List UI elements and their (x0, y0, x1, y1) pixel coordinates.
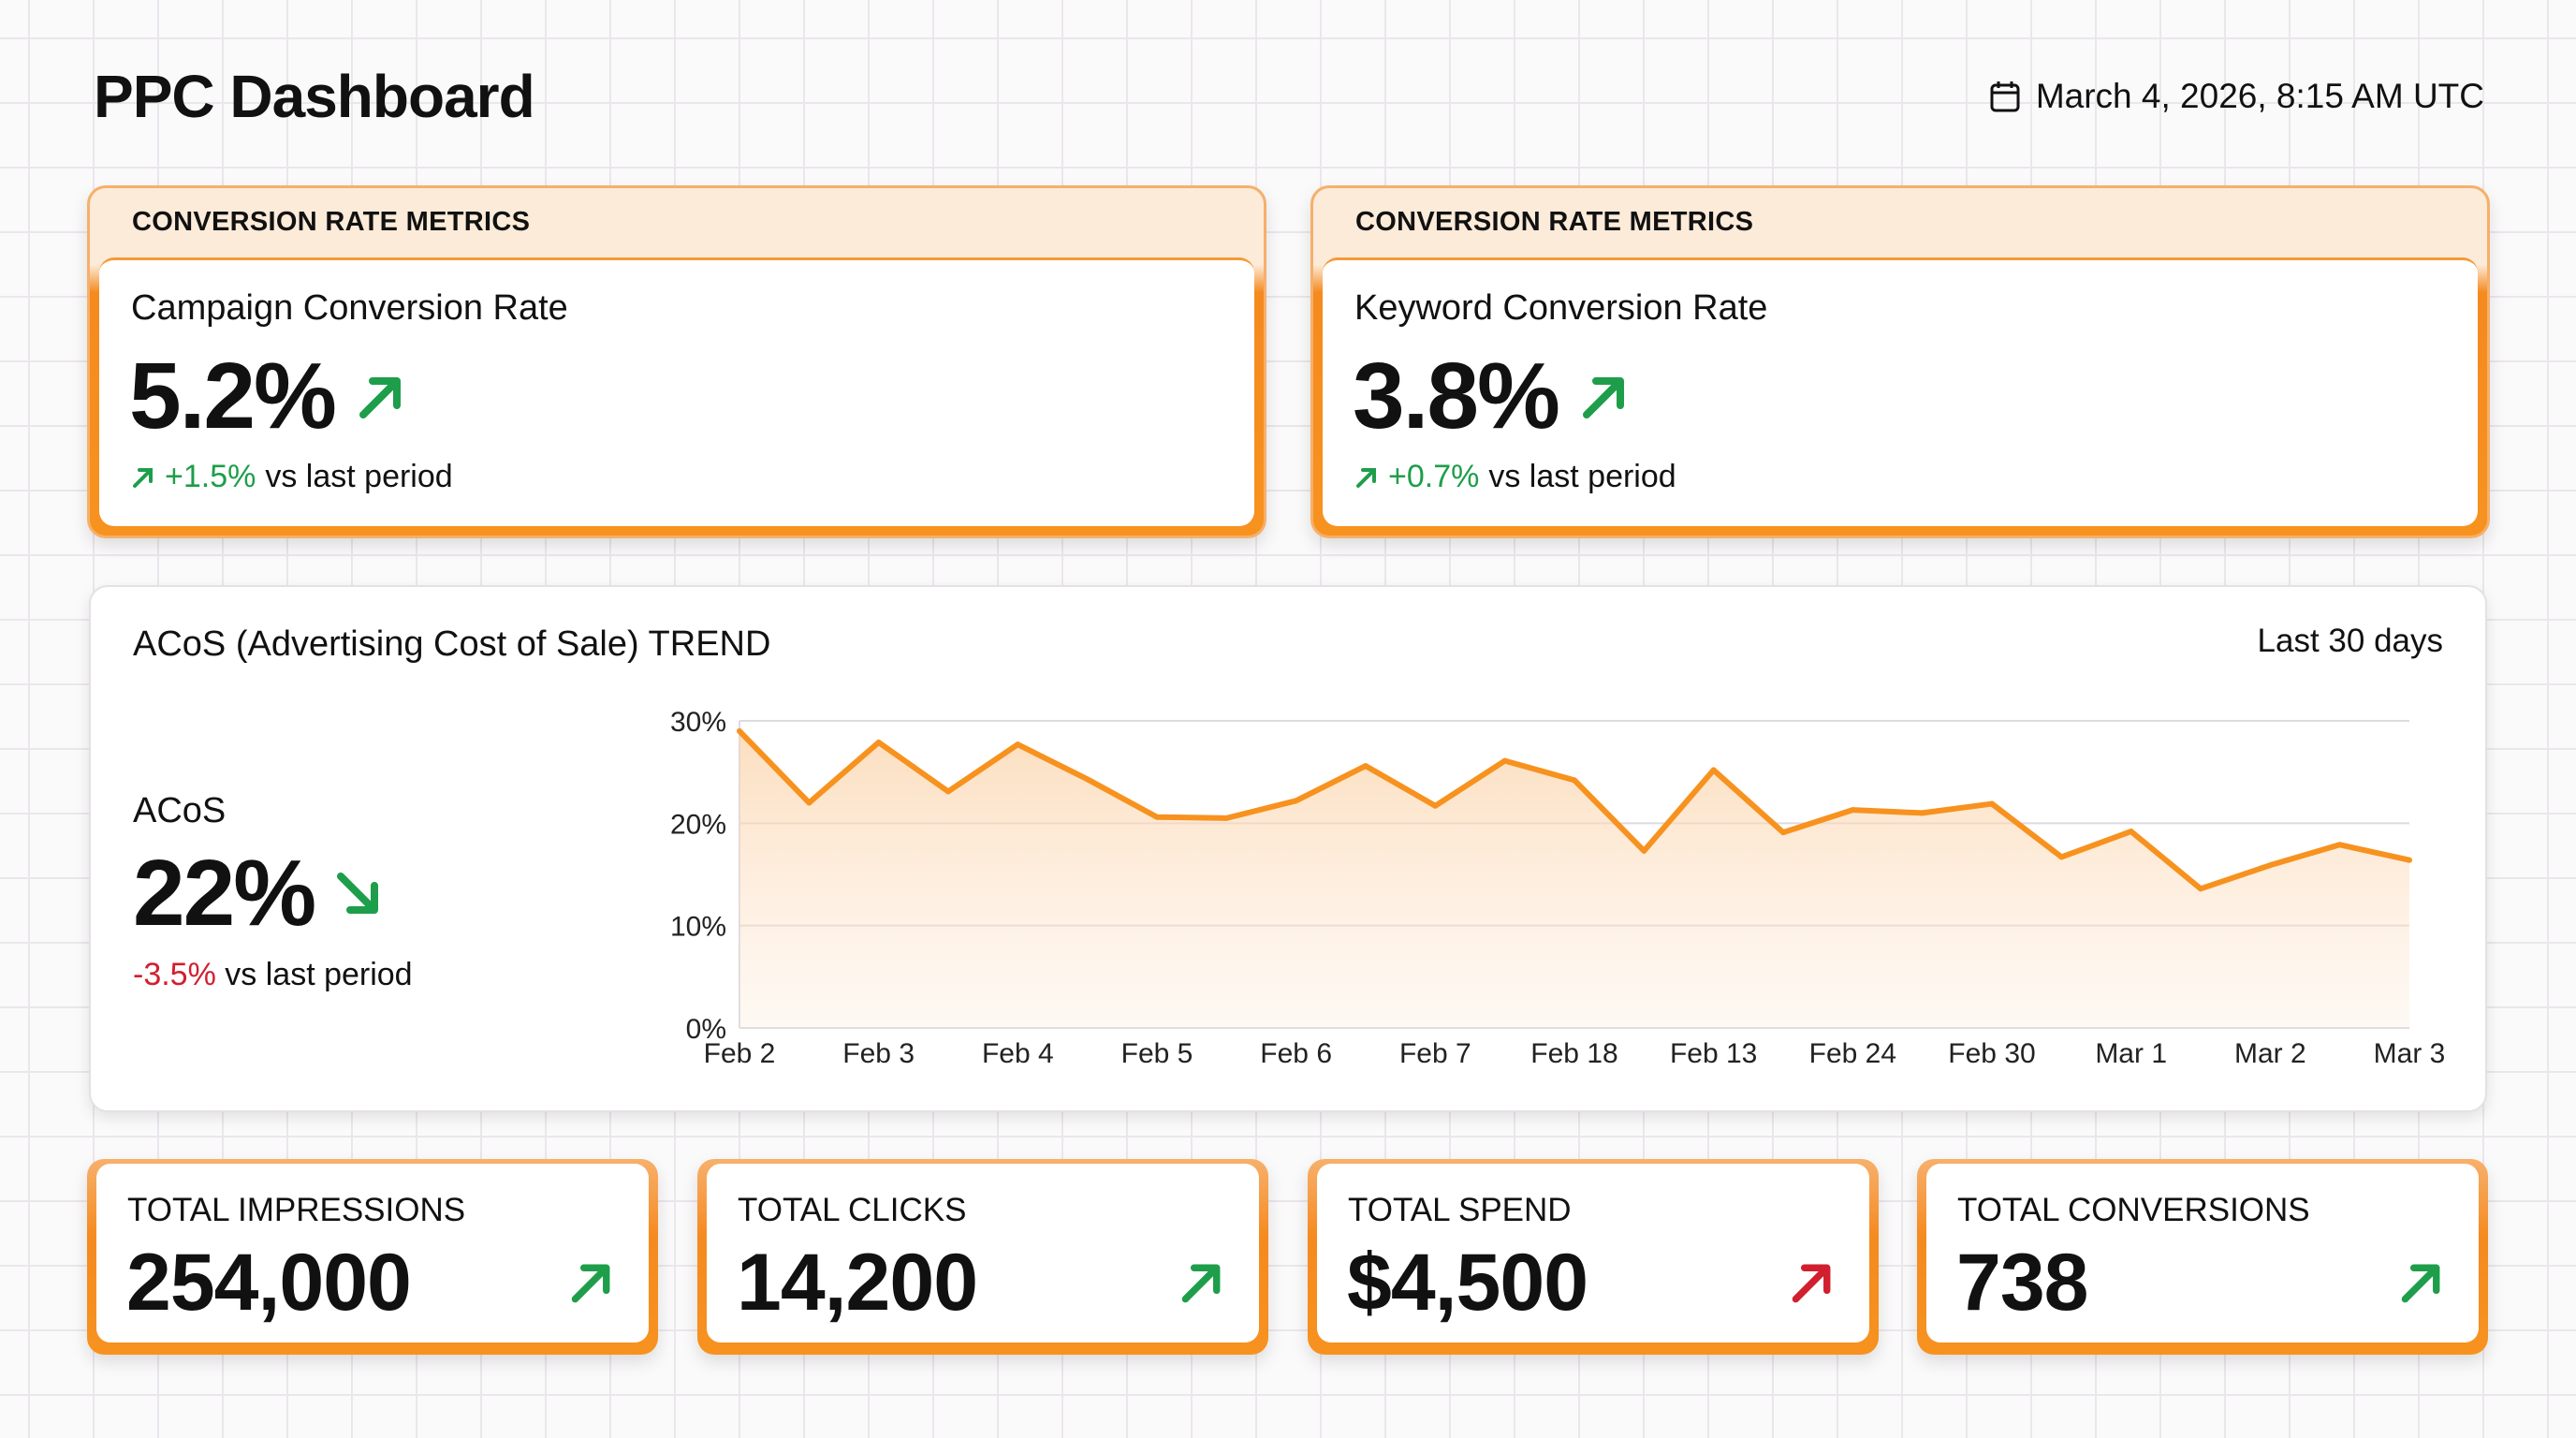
arrow-up-right-icon (571, 1264, 610, 1303)
data-point (1850, 807, 1856, 814)
kpi-label: TOTAL CLICKS (738, 1192, 967, 1228)
area-fill (739, 730, 2409, 1028)
kpi-card-impressions: TOTAL IMPRESSIONS 254,000 (87, 1159, 658, 1355)
kpi-value: 14,200 (737, 1238, 978, 1328)
data-point (2267, 862, 2274, 869)
page-title: PPC Dashboard (94, 63, 535, 130)
data-point (1223, 814, 1230, 821)
data-point (1501, 757, 1508, 764)
acos-label: ACoS (133, 791, 227, 830)
arrow-up-right-icon (1356, 467, 1376, 488)
data-point (2058, 854, 2065, 860)
data-point (1919, 810, 1925, 816)
change-suffix: vs last period (225, 957, 413, 992)
date-range-label[interactable]: Last 30 days (2257, 623, 2443, 659)
campaign-conversion-card: CONVERSION RATE METRICS Campaign Convers… (87, 185, 1266, 538)
data-point (1989, 800, 1995, 807)
change-suffix: vs last period (1488, 459, 1676, 494)
y-tick-label: 30% (670, 707, 726, 738)
arrow-up-right-icon (133, 467, 153, 488)
x-tick-label: Feb 3 (842, 1038, 915, 1069)
change-value: +1.5% (165, 459, 256, 494)
data-point (1432, 802, 1439, 809)
metric-value: 3.8% (1353, 344, 1560, 448)
data-point (1363, 763, 1368, 770)
keyword-conversion-card: CONVERSION RATE METRICS Keyword Conversi… (1310, 185, 2490, 538)
y-tick-label: 20% (670, 809, 726, 840)
data-point (875, 739, 882, 745)
kpi-value: 254,000 (126, 1238, 412, 1328)
change-suffix: vs last period (265, 459, 453, 494)
x-tick-label: Feb 2 (704, 1038, 776, 1069)
kpi-label: TOTAL SPEND (1348, 1192, 1572, 1228)
data-point (1293, 798, 1299, 804)
data-point (737, 727, 742, 734)
kpi-value: $4,500 (1347, 1238, 1588, 1328)
x-tick-label: Feb 30 (1948, 1038, 2035, 1069)
y-tick-label: 10% (670, 912, 726, 943)
acos-trend-card: 0% 10% 20% 30% Feb 2 Feb 3 Feb 4 Feb 5 Feb 6 Feb … (89, 585, 2487, 1112)
kpi-label: TOTAL IMPRESSIONS (127, 1192, 466, 1228)
data-point (1015, 741, 1021, 748)
x-tick-label: Feb 13 (1670, 1038, 1757, 1069)
metric-value: 5.2% (129, 344, 337, 448)
x-tick-label: Mar 3 (2374, 1038, 2446, 1069)
x-tick-label: Feb 7 (1399, 1038, 1471, 1069)
change-value: -3.5% (133, 957, 216, 992)
kpi-value: 738 (1956, 1238, 2088, 1328)
x-tick-label: Feb 5 (1121, 1038, 1193, 1069)
arrow-up-right-icon (1181, 1264, 1221, 1303)
data-point (2407, 857, 2412, 863)
data-point (1084, 776, 1090, 783)
arrow-up-right-icon (359, 376, 401, 418)
section-header: CONVERSION RATE METRICS (1355, 207, 1754, 237)
data-point (1572, 777, 1577, 784)
kpi-card-clicks: TOTAL CLICKS 14,200 (697, 1159, 1268, 1355)
date-text: March 4, 2026, 8:15 AM UTC (2035, 77, 2484, 115)
acos-chart: 0% 10% 20% 30% Feb 2 Feb 3 Feb 4 Feb 5 Feb 6 Feb … (670, 707, 2446, 1069)
x-tick-label: Feb 4 (982, 1038, 1054, 1069)
data-point (945, 788, 951, 795)
x-tick-label: Feb 18 (1530, 1038, 1617, 1069)
arrow-up-right-icon (1582, 376, 1624, 418)
arrow-up-right-icon (1792, 1264, 1831, 1303)
data-point (2336, 842, 2343, 848)
data-point (806, 800, 812, 806)
change-value: +0.7% (1388, 459, 1480, 494)
x-tick-label: Feb 6 (1260, 1038, 1332, 1069)
chart-title: ACoS (Advertising Cost of Sale) TREND (133, 624, 771, 664)
kpi-card-conversions: TOTAL CONVERSIONS 738 (1917, 1159, 2488, 1355)
data-point (1641, 847, 1647, 854)
arrow-up-right-icon (2401, 1264, 2440, 1303)
x-tick-label: Mar 2 (2234, 1038, 2306, 1069)
data-point (1780, 829, 1786, 836)
section-header: CONVERSION RATE METRICS (132, 207, 531, 237)
acos-value: 22% (133, 841, 316, 946)
metric-label: Campaign Conversion Rate (131, 288, 568, 328)
data-point (1154, 814, 1160, 820)
kpi-card-spend: TOTAL SPEND $4,500 (1308, 1159, 1879, 1355)
data-point (2128, 829, 2134, 835)
kpi-label: TOTAL CONVERSIONS (1957, 1192, 2310, 1228)
x-tick-label: Mar 1 (2095, 1038, 2167, 1069)
data-point (1710, 767, 1717, 773)
arrow-down-right-icon (337, 872, 379, 914)
metric-label: Keyword Conversion Rate (1354, 288, 1768, 328)
calendar-icon (1990, 81, 2020, 112)
data-point (2198, 886, 2203, 892)
y-tick-label: 0% (686, 1014, 726, 1045)
date-display: March 4, 2026, 8:15 AM UTC (1989, 77, 2484, 116)
x-tick-label: Feb 24 (1809, 1038, 1896, 1069)
